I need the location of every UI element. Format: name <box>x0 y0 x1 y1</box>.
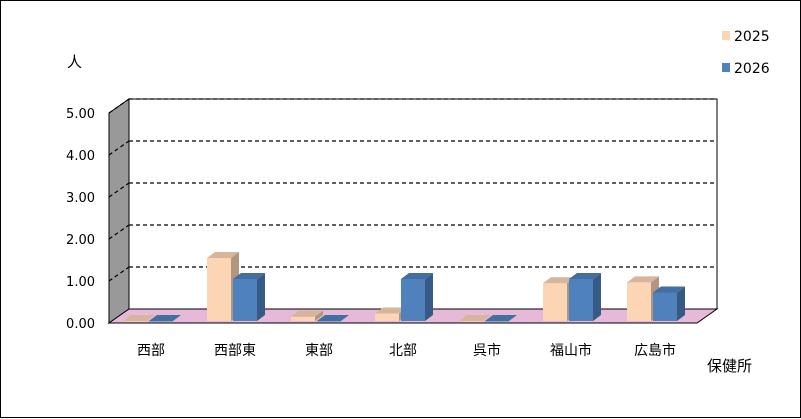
y-tick-label: 2.00 <box>66 233 95 248</box>
y-axis-label: 人 <box>67 53 82 71</box>
bar <box>233 273 265 321</box>
x-category-label: 西部東 <box>214 343 256 359</box>
bar <box>291 310 323 321</box>
y-tick-label: 5.00 <box>66 107 95 122</box>
x-category-label: 福山市 <box>550 342 592 359</box>
bars <box>123 252 685 322</box>
x-category-labels: 西部 西部東 東部 北部 呉市 福山市 広島市 <box>137 342 676 359</box>
x-category-label: 西部 <box>137 343 165 359</box>
x-category-label: 呉市 <box>473 342 501 359</box>
legend-label: 2025 <box>734 29 770 45</box>
bar <box>653 286 685 321</box>
x-axis-label: 保健所 <box>707 357 752 375</box>
bar <box>459 315 491 322</box>
x-category-label: 北部 <box>389 343 417 359</box>
legend-swatch <box>722 63 730 72</box>
bar <box>123 315 155 322</box>
y-tick-label: 0.00 <box>66 317 95 332</box>
gridlines <box>108 98 717 282</box>
x-category-label: 広島市 <box>634 342 676 359</box>
y-tick-label: 4.00 <box>66 149 95 164</box>
legend-swatch <box>722 31 730 40</box>
y-tick-labels: 0.00 1.00 2.00 3.00 4.00 5.00 <box>66 107 95 332</box>
bar <box>485 315 517 322</box>
bar <box>149 315 181 322</box>
y-tick-label: 1.00 <box>66 275 95 290</box>
side-wall <box>108 98 130 324</box>
x-category-label: 東部 <box>305 343 333 359</box>
bar <box>401 273 433 321</box>
y-tick-label: 3.00 <box>66 191 95 206</box>
bar <box>569 273 601 321</box>
bar <box>317 315 349 322</box>
legend: 2025 2026 <box>722 29 770 77</box>
legend-label: 2026 <box>734 61 770 77</box>
